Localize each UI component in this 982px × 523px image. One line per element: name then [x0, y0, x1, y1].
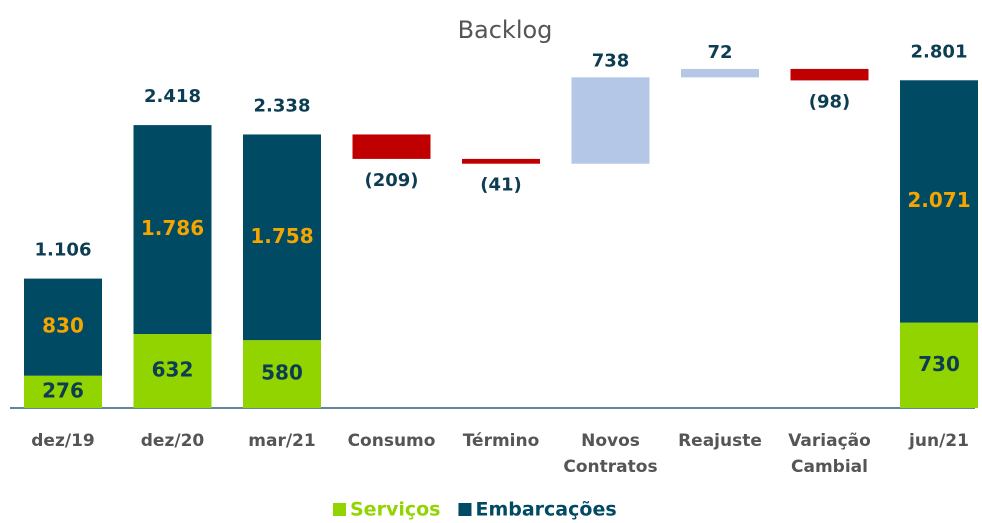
change-label: 72: [707, 42, 732, 63]
total-label: 1.106: [35, 240, 92, 261]
x-tick-label: mar/21: [248, 431, 316, 451]
change-bar: [352, 134, 431, 159]
x-tick-label: Variação Cambial: [788, 431, 871, 477]
x-tick-label: Consumo: [347, 431, 436, 451]
bar-segment: [24, 375, 102, 408]
change-label: (98): [809, 91, 851, 112]
data-label: 632: [152, 358, 194, 382]
data-label: 830: [42, 314, 84, 338]
change-bar: [571, 77, 650, 164]
x-tick-label: dez/20: [140, 431, 205, 451]
change-bar: [681, 68, 759, 78]
change-label: (41): [480, 175, 522, 196]
legend-swatch: [458, 503, 472, 516]
legend-label: Serviços: [350, 499, 440, 521]
x-tick-label: Reajuste: [678, 431, 762, 451]
total-label: 2.801: [911, 41, 968, 62]
bar-segment: [133, 125, 212, 335]
change-bar: [790, 68, 869, 81]
total-label: 2.418: [144, 86, 201, 107]
total-label: 2.338: [254, 95, 311, 116]
x-tick-label: Novos Contratos: [563, 431, 658, 477]
data-label: 2.071: [907, 188, 970, 212]
x-tick-label: jun/21: [909, 431, 969, 451]
bar-segment: [24, 278, 102, 376]
data-label: 276: [42, 378, 84, 402]
bar-segment: [900, 80, 978, 323]
bar-segment: [243, 340, 321, 408]
change-label: 738: [592, 50, 630, 71]
data-label: 1.758: [250, 224, 313, 248]
x-tick-label: Término: [462, 431, 540, 451]
data-label: 1.786: [141, 216, 204, 240]
change-bar: [462, 158, 540, 164]
bar-segment: [900, 322, 978, 408]
change-label: (209): [364, 170, 418, 191]
legend-label: Embarcações: [475, 499, 616, 521]
chart-title: Backlog: [458, 16, 553, 44]
data-label: 730: [918, 352, 960, 376]
bar-segment: [133, 334, 212, 408]
bar-segment: [243, 134, 321, 341]
data-label: 580: [261, 361, 303, 385]
legend-swatch: [333, 503, 346, 516]
x-tick-label: dez/19: [31, 431, 95, 451]
